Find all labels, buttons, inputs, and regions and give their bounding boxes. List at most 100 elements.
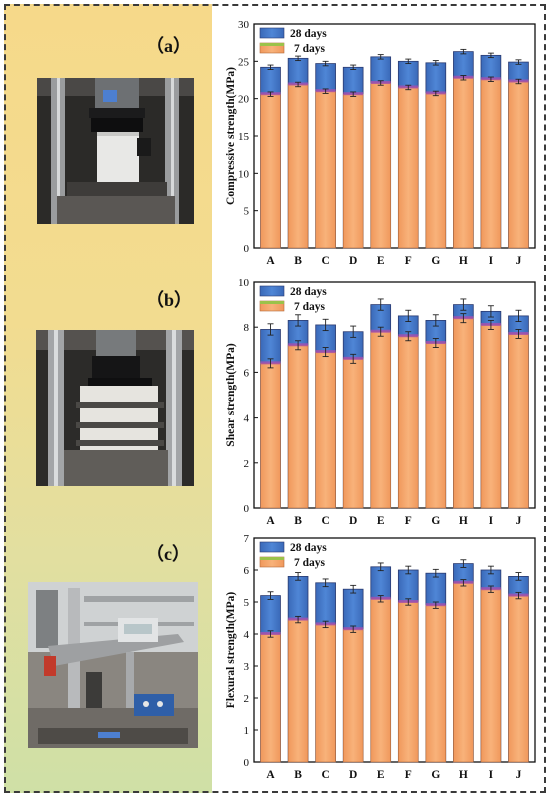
compressive-bar-7-days <box>260 93 281 249</box>
compressive-ytick-label: 0 <box>244 243 250 255</box>
flexural-xtick-label: D <box>349 769 357 781</box>
compressive-xtick-label: E <box>377 255 385 267</box>
compression-test-photo <box>37 78 194 224</box>
flexural-xtick-label: A <box>266 769 275 781</box>
compressive-ytick-label: 20 <box>238 94 250 106</box>
shear-bar-7-days <box>370 331 391 509</box>
compressive-ytick-label: 15 <box>238 131 250 143</box>
compressive-legend-label-7-days: 7 days <box>294 43 326 55</box>
flexural-test-photo <box>28 582 198 748</box>
shear-test-photo <box>36 330 194 486</box>
flexural-bar-7-days <box>425 604 447 763</box>
flexural-bar-7-days <box>287 619 309 763</box>
compressive-bar-7-days <box>370 82 391 249</box>
flexural-legend-label-28-days: 28 days <box>290 542 327 554</box>
compressive-xtick-label: F <box>405 255 412 267</box>
shear-xtick-label: E <box>377 515 385 527</box>
flexural-xtick-label: E <box>377 769 385 781</box>
flexural-ytick-label: 5 <box>244 597 250 609</box>
flexural-legend-swatch-28-days <box>259 541 285 553</box>
flexural-bar-7-days <box>370 598 391 763</box>
shear-ytick-label: 6 <box>244 367 250 379</box>
flexural-ytick-label: 4 <box>244 629 250 641</box>
flexural-xtick-label: I <box>489 769 494 781</box>
compressive-bar-7-days <box>287 84 309 249</box>
shear-xtick-label: B <box>294 515 302 527</box>
flexural-bar-7-days <box>508 595 529 763</box>
shear-xtick-label: J <box>516 515 522 527</box>
compressive-xtick-label: C <box>321 255 329 267</box>
shear-bar-7-days <box>315 351 336 509</box>
shear-ytick-label: 8 <box>244 322 250 334</box>
shear-bar-7-days <box>453 317 474 509</box>
panel-label-c: （c） <box>146 544 190 564</box>
shear-xtick-label: C <box>321 515 329 527</box>
panel-label-a: （a） <box>146 36 191 56</box>
shear-xtick-label: H <box>459 515 468 527</box>
shear-legend-swatch-7-days-top <box>260 301 284 304</box>
shear-xtick-label: I <box>489 515 494 527</box>
shear-bar-7-days <box>508 333 529 509</box>
flexural-xtick-label: B <box>294 769 302 781</box>
shear-bar-7-days <box>398 335 419 509</box>
flexural-bar-7-days <box>480 588 502 763</box>
compressive-legend-swatch-28-days <box>259 27 285 39</box>
compressive-legend-swatch-7-days-top <box>260 43 284 46</box>
compressive-ytick-label: 25 <box>238 56 250 68</box>
compressive-xtick-label: B <box>294 255 302 267</box>
flexural-ytick-label: 1 <box>244 725 250 737</box>
compressive-legend-label-28-days: 28 days <box>290 28 327 40</box>
compressive-bar-7-days <box>315 90 336 249</box>
shear-bar-7-days <box>480 324 502 509</box>
compressive-xtick-label: D <box>349 255 357 267</box>
flexural-ytick-label: 7 <box>244 533 250 545</box>
compressive-xtick-label: A <box>266 255 275 267</box>
flexural-xtick-label: G <box>431 769 440 781</box>
shear-legend-label-7-days: 7 days <box>294 301 326 313</box>
flexural-legend-label-7-days: 7 days <box>294 557 326 569</box>
compressive-bar-7-days <box>342 93 364 249</box>
compressive-bar-7-days <box>453 77 474 249</box>
flexural-ytick-label: 2 <box>244 693 250 705</box>
flexural-xtick-label: H <box>459 769 468 781</box>
compressive-ylabel: Compressive strength(MPa) <box>225 67 237 205</box>
flexural-bar-7-days <box>453 582 474 763</box>
flexural-ytick-label: 6 <box>244 565 250 577</box>
shear-xtick-label: G <box>431 515 440 527</box>
compressive-bar-7-days <box>425 93 447 249</box>
shear-legend-swatch-28-days <box>259 285 285 297</box>
flexural-bar-7-days <box>260 633 281 763</box>
shear-ylabel: Shear strength(MPa) <box>225 343 237 447</box>
compressive-xtick-label: H <box>459 255 468 267</box>
shear-xtick-label: A <box>266 515 275 527</box>
shear-bar-7-days <box>287 344 309 509</box>
shear-bar-7-days <box>425 342 447 509</box>
compressive-xtick-label: I <box>489 255 494 267</box>
compressive-ytick-label: 5 <box>244 206 250 218</box>
shear-xtick-label: D <box>349 515 357 527</box>
flexural-ylabel: Flexural strength(MPa) <box>225 592 237 709</box>
compressive-ytick-label: 10 <box>238 168 250 180</box>
panel-label-b: （b） <box>146 290 193 310</box>
flexural-xtick-label: J <box>516 769 522 781</box>
compressive-xtick-label: J <box>516 255 522 267</box>
flexural-bar-7-days <box>398 601 419 763</box>
flexural-ytick-label: 3 <box>244 661 250 673</box>
shear-bar-7-days <box>260 363 281 509</box>
flexural-bar-7-days <box>342 628 364 763</box>
shear-ytick-label: 4 <box>244 413 250 425</box>
compressive-bar-7-days <box>398 87 419 249</box>
shear-bar-7-days <box>342 358 364 509</box>
flexural-bar-7-days <box>315 624 336 763</box>
compressive-ytick-label: 30 <box>238 19 250 31</box>
shear-ytick-label: 10 <box>238 277 250 289</box>
shear-ytick-label: 0 <box>244 503 250 515</box>
compressive-bar-7-days <box>480 78 502 249</box>
flexural-xtick-label: C <box>321 769 329 781</box>
compressive-bar-7-days <box>508 81 529 249</box>
compressive-xtick-label: G <box>431 255 440 267</box>
flexural-ytick-label: 0 <box>244 757 250 769</box>
shear-ytick-label: 2 <box>244 458 250 470</box>
